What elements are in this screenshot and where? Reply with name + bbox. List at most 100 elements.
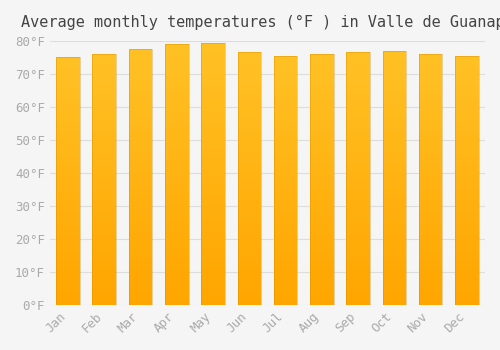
Bar xyxy=(382,249,406,254)
Bar xyxy=(56,186,80,191)
Bar xyxy=(346,300,370,305)
Bar xyxy=(419,215,442,220)
Bar xyxy=(238,295,261,300)
Bar xyxy=(382,127,406,132)
Bar xyxy=(238,68,261,73)
Bar xyxy=(382,102,406,107)
Bar xyxy=(274,280,297,285)
Bar xyxy=(165,133,188,138)
Bar xyxy=(274,245,297,250)
Bar xyxy=(56,62,80,67)
Bar xyxy=(202,116,225,121)
Bar xyxy=(202,200,225,205)
Bar xyxy=(128,75,152,80)
Bar xyxy=(92,265,116,270)
Bar xyxy=(346,184,370,189)
Bar xyxy=(274,91,297,96)
Bar xyxy=(165,253,188,258)
Bar xyxy=(310,175,334,180)
Bar xyxy=(310,79,334,84)
Bar xyxy=(274,86,297,91)
Bar xyxy=(455,61,478,66)
Bar xyxy=(346,189,370,194)
Bar xyxy=(419,240,442,245)
Bar xyxy=(202,232,225,237)
Bar xyxy=(165,248,188,253)
Bar xyxy=(165,190,188,196)
Bar xyxy=(202,179,225,184)
Bar xyxy=(128,254,152,259)
Bar xyxy=(455,260,478,265)
Bar xyxy=(92,160,116,164)
Bar xyxy=(455,86,478,91)
Bar xyxy=(128,167,152,172)
Bar xyxy=(128,203,152,208)
Bar xyxy=(92,89,116,94)
Bar xyxy=(238,118,261,123)
Bar xyxy=(346,275,370,280)
Bar xyxy=(310,124,334,130)
Bar xyxy=(455,71,478,76)
Bar xyxy=(274,255,297,260)
Bar xyxy=(128,233,152,238)
Bar xyxy=(382,117,406,122)
Bar xyxy=(419,250,442,255)
Bar xyxy=(310,240,334,245)
Bar xyxy=(128,85,152,90)
Bar xyxy=(128,223,152,228)
Bar xyxy=(128,136,152,141)
Bar xyxy=(202,295,225,300)
Bar xyxy=(202,289,225,295)
Bar xyxy=(419,205,442,210)
Bar xyxy=(455,166,478,170)
Bar xyxy=(310,255,334,260)
Bar xyxy=(238,209,261,214)
Bar xyxy=(382,107,406,112)
Bar xyxy=(274,71,297,76)
Bar xyxy=(92,84,116,89)
Bar xyxy=(382,76,406,81)
Bar xyxy=(128,290,152,295)
Bar xyxy=(202,242,225,247)
Bar xyxy=(56,102,80,107)
Bar xyxy=(382,153,406,158)
Bar xyxy=(346,199,370,204)
Bar xyxy=(274,270,297,275)
Bar xyxy=(310,149,334,154)
Bar xyxy=(274,210,297,215)
Bar xyxy=(455,275,478,280)
Bar xyxy=(92,300,116,305)
Bar xyxy=(165,169,188,175)
Bar xyxy=(128,213,152,218)
Bar xyxy=(346,219,370,224)
Bar xyxy=(382,244,406,249)
Bar xyxy=(128,274,152,279)
Bar xyxy=(202,127,225,132)
Bar xyxy=(382,91,406,97)
Bar xyxy=(128,259,152,264)
Bar xyxy=(56,260,80,265)
Bar xyxy=(92,79,116,84)
Bar xyxy=(92,64,116,69)
Bar xyxy=(238,78,261,83)
Bar xyxy=(346,148,370,154)
Bar xyxy=(202,226,225,232)
Bar xyxy=(165,112,188,117)
Bar xyxy=(419,230,442,235)
Bar xyxy=(310,94,334,99)
Bar xyxy=(202,53,225,58)
Bar xyxy=(128,105,152,111)
Bar xyxy=(274,135,297,140)
Bar xyxy=(346,73,370,78)
Bar xyxy=(382,219,406,224)
Bar xyxy=(238,113,261,118)
Bar xyxy=(56,132,80,136)
Bar xyxy=(274,240,297,245)
Bar xyxy=(56,142,80,147)
Bar xyxy=(56,211,80,216)
Bar xyxy=(310,99,334,104)
Bar xyxy=(92,119,116,124)
Bar xyxy=(92,190,116,195)
Bar xyxy=(56,77,80,82)
Bar xyxy=(92,270,116,275)
